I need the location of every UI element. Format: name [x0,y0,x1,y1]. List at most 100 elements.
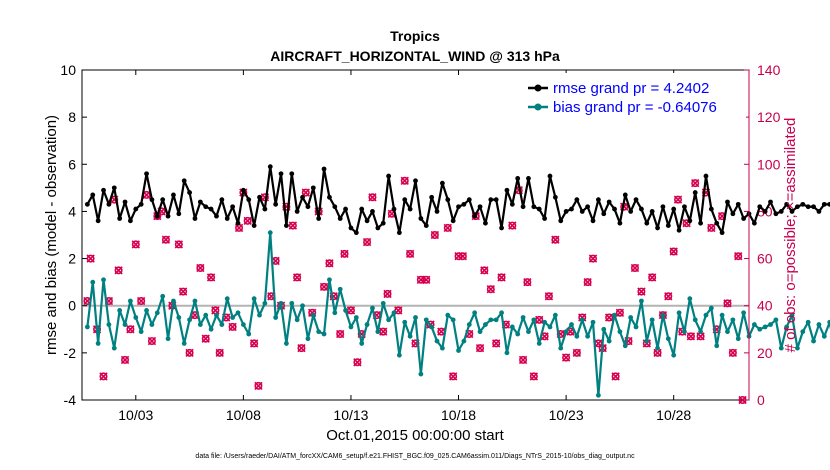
obs-assimilated-marker [529,372,539,381]
rmse-point [219,197,225,203]
obs-possible-marker [691,179,700,188]
bias-point [751,322,757,327]
rmse-point [751,220,757,226]
obs-assimilated-marker [630,263,640,273]
rmse-point [542,216,547,221]
obs-marker [630,263,640,273]
rmse-point [391,206,397,212]
chart-title: Tropics [390,28,440,44]
obs-assimilated-marker [319,282,329,292]
obs-assimilated-marker [340,249,349,259]
obs-possible-marker [605,313,614,322]
rmse-point [267,164,273,170]
y2-axis-label: # of obs: o=possible; ×=assimilated [782,118,799,353]
rmse-point [176,211,182,217]
rmse-point [144,171,149,177]
rmse-point [628,209,634,214]
rmse-point [547,173,553,179]
rmse-point [423,223,429,228]
bias-point [692,317,698,323]
obs-marker [583,277,592,287]
bias-point [488,317,494,323]
rmse-point [816,209,822,214]
rmse-point [762,209,768,214]
bias-point [563,329,569,335]
obs-assimilated-marker [583,277,592,287]
y2-tick-label: 100 [757,156,781,172]
obs-assimilated-marker [400,176,409,185]
obs-assimilated-marker [544,292,554,301]
obs-possible-marker [207,273,216,282]
obs-possible-marker [589,254,598,263]
obs-marker [288,221,298,230]
obs-assimilated-marker [301,188,310,197]
obs-marker [572,348,582,358]
obs-marker [611,372,620,381]
rmse-point [278,171,284,177]
rmse-point [606,199,612,205]
bias-point [509,324,515,330]
obs-possible-marker [293,273,302,282]
rmse-point [622,192,628,198]
rmse-point [128,218,133,224]
bias-point [246,331,252,337]
rmse-point [160,197,166,203]
rmse-point [84,201,90,207]
obs-marker [211,306,220,315]
bias-point [370,305,375,311]
rmse-point [246,197,252,203]
obs-possible-marker [707,223,716,232]
obs-assimilated-marker [99,372,108,381]
obs-assimilated-marker [664,292,673,301]
bias-point [472,310,478,316]
obs-possible-marker [497,273,506,282]
obs-marker [723,299,732,308]
bias-point [337,286,343,292]
rmse-point [90,192,96,198]
rmse-point [569,206,574,212]
obs-possible-marker [243,216,252,225]
obs-marker [362,237,372,247]
legend: rmse grand pr = 4.2402 bias grand pr = -… [524,73,746,118]
bias-point [639,298,644,304]
rmse-point [327,194,332,200]
bias-point [526,329,531,335]
obs-assimilated-marker [254,381,263,391]
bias-point [267,230,273,236]
rmse-point [456,204,461,210]
bias-point [757,326,763,332]
rmse-point [515,176,521,181]
rmse-point [316,216,322,221]
rmse-point [509,201,515,207]
obs-marker [400,176,409,185]
bias-point [590,319,596,325]
y-tick-label: 2 [68,251,76,267]
obs-marker [368,193,377,202]
rmse-point [714,220,720,226]
rmse-point [730,211,736,217]
rmse-point [343,206,348,212]
obs-assimilated-marker [325,259,334,268]
obs-marker [508,221,517,230]
rmse-point [789,209,795,214]
obs-possible-marker [583,278,592,287]
obs-possible-marker [121,355,130,364]
rmse-point [784,201,790,207]
rmse-point [434,209,440,214]
bias-point [396,352,402,358]
obs-assimilated-marker [353,358,362,367]
obs-marker [535,315,544,325]
bias-point [483,322,488,327]
legend-bias-marker [534,103,542,111]
rmse-point [187,190,192,195]
obs-assimilated-marker [422,275,431,284]
rmse-point [827,201,830,207]
obs-assimilated-marker [696,332,705,341]
bias-point [343,308,348,313]
x-tick-label: 10/28 [656,407,691,423]
obs-marker [648,273,657,282]
y2-tick-label: 60 [757,251,773,267]
obs-assimilated-marker [196,263,205,273]
obs-assimilated-marker [243,216,252,226]
obs-possible-marker [394,306,403,315]
